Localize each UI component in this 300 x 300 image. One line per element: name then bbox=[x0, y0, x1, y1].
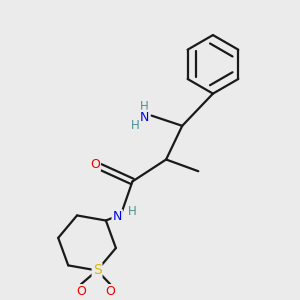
Text: O: O bbox=[90, 158, 100, 171]
Text: H: H bbox=[131, 119, 140, 132]
Text: S: S bbox=[93, 263, 101, 278]
Text: N: N bbox=[112, 210, 122, 223]
Text: H: H bbox=[140, 100, 149, 113]
Text: H: H bbox=[128, 205, 136, 218]
Text: O: O bbox=[76, 285, 86, 298]
Text: O: O bbox=[105, 285, 115, 298]
Text: N: N bbox=[140, 110, 149, 124]
